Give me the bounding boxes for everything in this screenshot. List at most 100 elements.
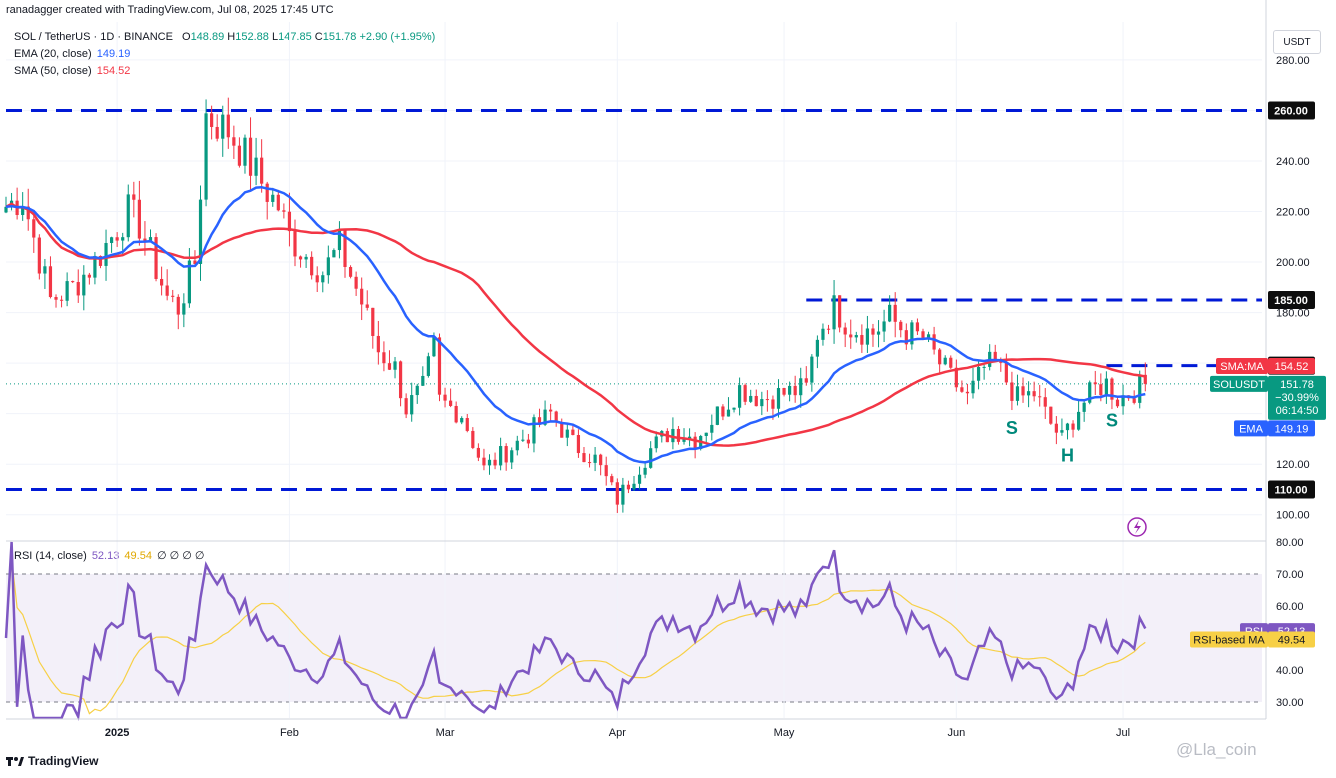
candle-body (260, 157, 264, 184)
tradingview-logo[interactable]: TradingView (6, 754, 98, 768)
candle-body (687, 436, 692, 440)
candle-body (1010, 382, 1014, 401)
candle-body (104, 242, 108, 266)
candle-body (210, 113, 214, 127)
candle-body (232, 137, 236, 146)
candle-body (949, 357, 953, 368)
candle-body (982, 366, 986, 368)
candle-body (799, 378, 803, 396)
candle-body (82, 274, 86, 296)
candle-body (721, 406, 725, 417)
candle-body (860, 335, 864, 345)
candle-body (43, 266, 47, 274)
candle-body (398, 361, 403, 399)
candle-body (926, 334, 931, 338)
candle-body (965, 391, 970, 394)
candle-body (910, 322, 914, 345)
candle-body (838, 295, 842, 328)
candle-body (610, 476, 614, 483)
candle-body (148, 237, 153, 241)
candle-body (960, 387, 964, 392)
ema-legend[interactable]: EMA (20, close) 149.19 (14, 48, 131, 60)
candle-body (582, 453, 586, 463)
candle-body (1082, 402, 1086, 412)
candle-body (704, 432, 708, 436)
candle-body (737, 385, 742, 408)
pattern-annotations: S H S (1006, 410, 1147, 537)
ohlc-values: O148.89 H152.88 L147.85 C151.78 +2.90 (+… (182, 31, 436, 43)
candle-body (576, 435, 581, 454)
symbol-badge (1210, 375, 1268, 392)
currency-button[interactable]: USDT (1273, 30, 1321, 54)
candle-body (754, 395, 758, 407)
candle-body (1071, 423, 1075, 430)
candle-body (204, 113, 208, 200)
candle-body (1121, 395, 1125, 407)
candle-body (865, 328, 870, 345)
candle-body (176, 296, 180, 315)
rsi-legend[interactable]: RSI (14, close) 52.13 49.54 ∅ ∅ ∅ ∅ (14, 550, 205, 562)
candle-body (504, 446, 508, 463)
rsi-tick-label: 70.00 (1276, 569, 1304, 581)
candle-body (615, 482, 619, 505)
candle-body (98, 255, 103, 266)
candle-body (248, 137, 253, 176)
candle-body (993, 351, 997, 360)
candle-body (1060, 430, 1064, 433)
candle-body (1004, 362, 1008, 383)
candle-body (932, 334, 936, 350)
candle-body (626, 484, 631, 490)
candle-body (360, 288, 364, 305)
level-badge (1268, 101, 1315, 120)
candle-body (48, 266, 53, 298)
price-tick-label: 200.00 (1276, 257, 1310, 269)
candle-body (843, 327, 847, 335)
candle-body (354, 276, 358, 289)
candle-body (271, 194, 275, 202)
price-tick-label: 220.00 (1276, 207, 1310, 219)
candle-body (621, 484, 625, 505)
level-badge-label: 185.00 (1274, 295, 1308, 307)
candle-body (87, 274, 91, 278)
candle-body (487, 459, 492, 466)
time-tick-label: Jul (1116, 727, 1130, 739)
candle-body (332, 250, 336, 258)
candle-body (560, 421, 564, 438)
rsi-tick-label: 30.00 (1276, 697, 1304, 709)
candle-body (1093, 382, 1097, 385)
candle-body (165, 285, 169, 296)
rsi-ma-value-badge (1268, 631, 1315, 648)
candle-body (376, 335, 380, 353)
candle-body (310, 256, 314, 276)
last-price-badge (1268, 375, 1326, 420)
pattern-label: S (1106, 410, 1118, 430)
price-badges: 260.00185.00159.00110.00SMA:MA154.52SOLU… (1190, 101, 1326, 648)
candle-body (743, 385, 747, 402)
candle-body (365, 304, 369, 308)
price-tick-label: 280.00 (1276, 55, 1310, 67)
candle-body (821, 328, 825, 340)
rsi-line (4, 541, 1147, 721)
candle-body (888, 304, 892, 322)
rsi-band (6, 573, 1262, 703)
symbol-name: SOL / TetherUS · 1D · BINANCE (14, 31, 173, 43)
candle-body (1015, 386, 1020, 401)
rsi-lines (4, 541, 1147, 721)
candle-body (921, 331, 925, 338)
candle-body (549, 409, 553, 412)
candle-body (443, 394, 447, 401)
candle-body (1043, 397, 1047, 407)
candle-body (1110, 378, 1114, 400)
candle-body (1104, 378, 1108, 396)
candle-body (132, 194, 136, 200)
pattern-label: H (1061, 446, 1074, 466)
candle-body (599, 454, 603, 466)
candle-body (938, 349, 942, 365)
candle-body (393, 361, 397, 370)
candle-body (137, 199, 141, 239)
symbol-legend[interactable]: SOL / TetherUS · 1D · BINANCE O148.89 H1… (14, 31, 435, 43)
candle-body (237, 145, 242, 166)
rsi-ma-value-badge-label: 49.54 (1278, 634, 1306, 646)
sma-legend[interactable]: SMA (50, close) 154.52 (14, 65, 131, 77)
